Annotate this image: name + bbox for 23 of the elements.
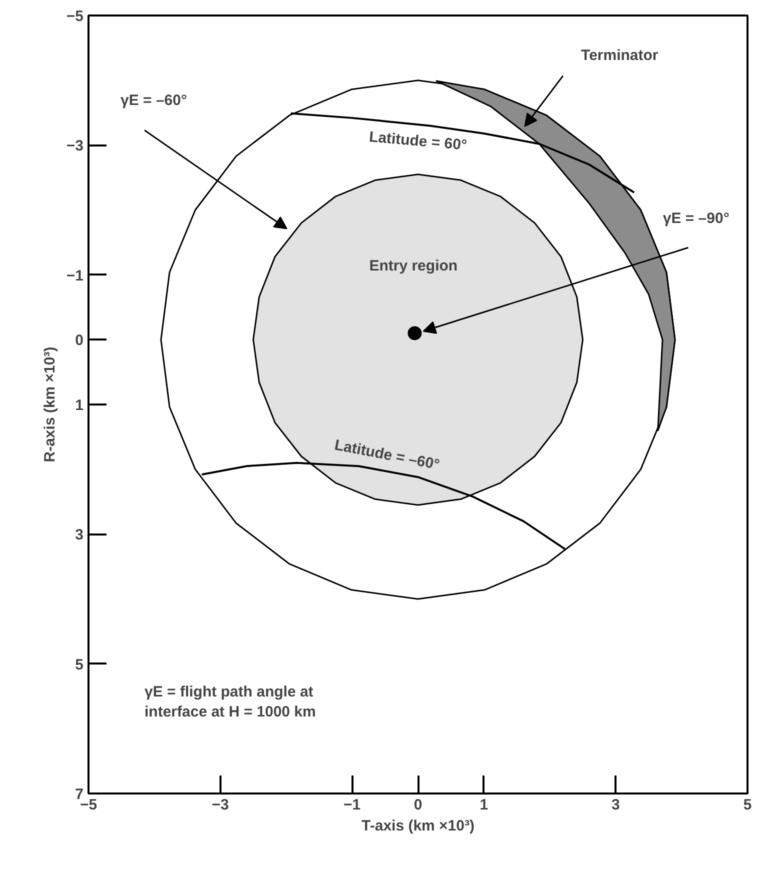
x-tick-label: 1 — [480, 796, 488, 814]
y-tick-label: −5 — [66, 8, 84, 25]
y-tick-label: 0 — [75, 332, 84, 350]
annotation: Terminator — [581, 47, 658, 64]
x-tick-label: −3 — [212, 796, 229, 814]
y-tick-label: 5 — [75, 656, 84, 674]
annotation: γE = –90° — [662, 210, 730, 227]
y-tick-label: 7 — [75, 786, 84, 803]
annotation: γE = flight path angle at interface at H = 1000 km — [144, 683, 316, 721]
annotation: Latitude = 60° — [368, 128, 468, 154]
x-tick-label: 5 — [743, 796, 752, 814]
x-tick-label: 0 — [414, 796, 422, 814]
y-tick-label: 1 — [75, 397, 84, 414]
annotation: Latitude = –60° — [333, 436, 441, 474]
x-axis-title: T-axis (km ×10³) — [362, 818, 474, 834]
annotation: Entry region — [369, 257, 458, 274]
y-tick-label: −3 — [66, 138, 84, 155]
x-tick-label: −1 — [344, 796, 361, 814]
x-tick-label: 3 — [612, 796, 620, 814]
annotation: γE = –60° — [120, 92, 187, 109]
y-tick-label: 3 — [75, 526, 84, 544]
y-axis-title: R-axis (km ×10³) — [41, 346, 58, 462]
y-tick-label: −1 — [66, 267, 84, 284]
